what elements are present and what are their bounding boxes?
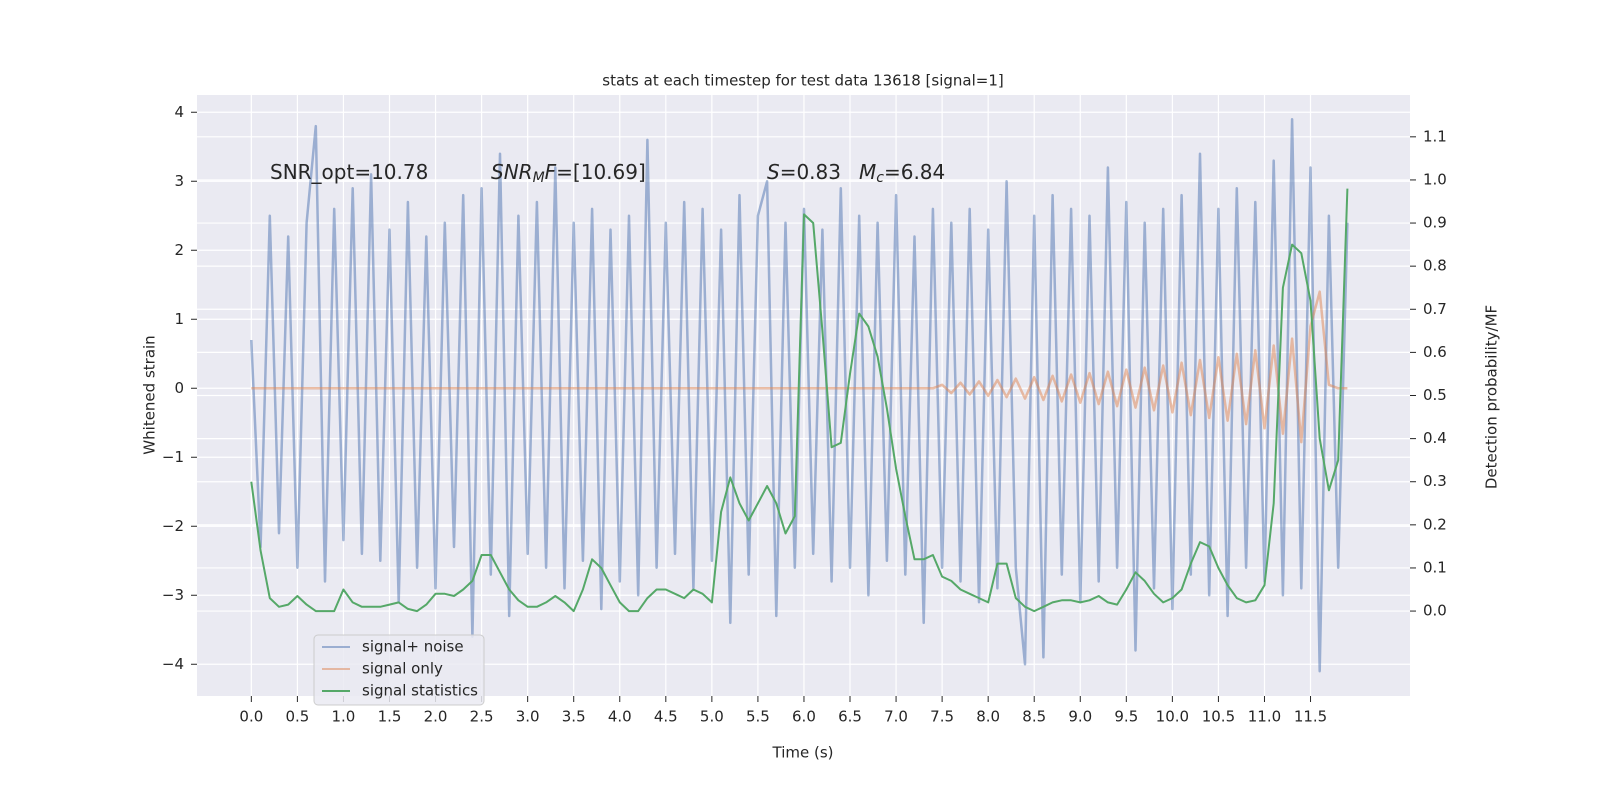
- y-tick-label: 1: [174, 310, 184, 328]
- annotation-part: S: [767, 160, 780, 184]
- x-tick-label: 9.0: [1068, 708, 1092, 726]
- x-tick-label: 6.0: [792, 708, 816, 726]
- y2-axis-label: Detection probability/MF: [1483, 305, 1501, 489]
- y2-tick-label: 1.1: [1423, 127, 1447, 145]
- x-tick-label: 4.0: [608, 708, 632, 726]
- y2-tick-label: 0.2: [1423, 515, 1447, 533]
- x-tick-label: 0.5: [285, 708, 309, 726]
- x-tick-label: 0.0: [239, 708, 263, 726]
- annotation-part: SNR_opt=10.78: [270, 160, 428, 184]
- legend: signal+ noise signal only signal statistic…: [313, 634, 485, 706]
- x-tick-label: 2.0: [424, 708, 448, 726]
- chart-title: stats at each timestep for test data 136…: [602, 72, 1003, 90]
- y2-tick-label: 0.8: [1423, 257, 1447, 275]
- y-tick-label: 0: [174, 379, 184, 397]
- annotation: S=0.83: [767, 160, 841, 184]
- x-tick-label: 4.5: [654, 708, 678, 726]
- annotation-part: SNR: [491, 160, 533, 184]
- y-tick-label: −3: [162, 586, 184, 604]
- legend-label: signal+ noise: [362, 638, 464, 656]
- y2-tick-label: 0.6: [1423, 343, 1447, 361]
- y2-tick-label: 0.4: [1423, 429, 1447, 447]
- annotation-part: M: [859, 160, 876, 184]
- annotation-part: =6.84: [884, 160, 945, 184]
- x-tick-label: 5.5: [746, 708, 770, 726]
- series-line: [250, 188, 1349, 613]
- annotation-part: =0.83: [780, 160, 841, 184]
- legend-box: [313, 634, 485, 706]
- y-tick-label: −1: [162, 448, 184, 466]
- marks: [250, 117, 1349, 673]
- y2-tick-label: 0.5: [1423, 386, 1447, 404]
- legend-label: signal only: [362, 660, 443, 678]
- legend-label: signal statistics: [362, 682, 478, 700]
- y-tick-label: 2: [174, 241, 184, 259]
- x-tick-label: 7.0: [884, 708, 908, 726]
- y2-tick-label: 0.1: [1423, 558, 1447, 576]
- annotation-part: M: [533, 170, 545, 186]
- x-tick-label: 7.5: [930, 708, 954, 726]
- y-tick-label: 3: [174, 172, 184, 190]
- y2-tick-label: 0.3: [1423, 472, 1447, 490]
- annotation-part: c: [876, 170, 884, 186]
- axes: 0.0 0.5 1.0 1.5 2.0 2.5 3.0 3.5 4.0 4.5 5.0 5.5 6.0 6…: [162, 103, 1447, 726]
- annotation: Mc=6.84: [859, 160, 945, 187]
- y2-tick-label: 0.0: [1423, 602, 1447, 620]
- y2-tick-label: 0.7: [1423, 300, 1447, 318]
- y-tick-label: −2: [162, 517, 184, 535]
- x-tick-label: 8.5: [1022, 708, 1046, 726]
- x-tick-label: 3.0: [516, 708, 540, 726]
- x-tick-label: 1.0: [332, 708, 356, 726]
- x-axis-label: Time (s): [772, 744, 834, 762]
- x-tick-label: 1.5: [378, 708, 402, 726]
- x-tick-label: 10.5: [1202, 708, 1235, 726]
- x-tick-label: 5.0: [700, 708, 724, 726]
- x-tick-label: 3.5: [562, 708, 586, 726]
- y-axis-label: Whitened strain: [141, 335, 159, 454]
- y2-tick-label: 0.9: [1423, 214, 1447, 232]
- x-tick-label: 6.5: [838, 708, 862, 726]
- x-tick-label: 11.0: [1248, 708, 1281, 726]
- x-tick-label: 10.0: [1156, 708, 1189, 726]
- annotation: SNR_opt=10.78: [270, 160, 428, 184]
- y2-tick-label: 1.0: [1423, 170, 1447, 188]
- x-tick-label: 11.5: [1294, 708, 1327, 726]
- annotation: SNRMF=[10.69]: [491, 160, 646, 187]
- x-tick-label: 2.5: [470, 708, 494, 726]
- annotation-part: F: [545, 160, 557, 184]
- y-tick-label: −4: [162, 655, 184, 673]
- annotation-part: =[10.69]: [556, 160, 646, 184]
- x-tick-label: 9.5: [1114, 708, 1138, 726]
- y-tick-label: 4: [174, 103, 184, 121]
- x-tick-label: 8.0: [976, 708, 1000, 726]
